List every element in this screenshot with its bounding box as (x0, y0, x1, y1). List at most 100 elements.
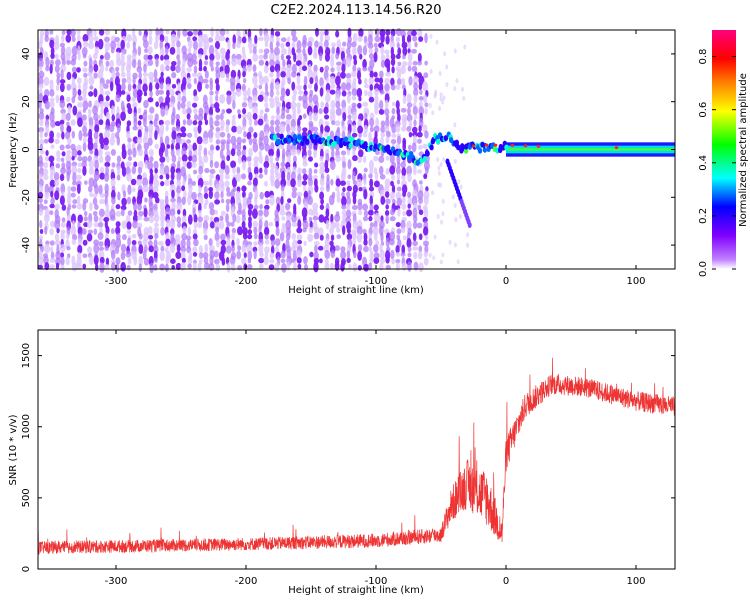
spectrogram-cell (275, 101, 282, 109)
spectrogram-cell (154, 168, 158, 174)
spectrogram-cell (367, 42, 374, 49)
spectrogram-cell (424, 60, 428, 66)
spectrogram-cell (258, 154, 263, 164)
spectrogram-cell (324, 249, 331, 260)
spectrogram-cell (192, 102, 198, 108)
spectrogram-cell (401, 175, 406, 181)
spectrogram-cell (126, 173, 132, 182)
spectrogram-cell (66, 226, 71, 237)
spectrogram-cell (59, 119, 65, 125)
spectrogram-cell (81, 46, 88, 57)
spectrogram-cell (221, 53, 225, 61)
spectrogram-cell (148, 215, 155, 224)
spectrogram-cell (226, 221, 232, 227)
spectrogram-cell (171, 83, 177, 89)
spectrogram-cell (71, 161, 78, 167)
spectrogram-cell (170, 143, 175, 151)
spectrogram-cell (459, 184, 463, 190)
spectrogram-cell (424, 32, 428, 44)
spectrogram-cell (258, 173, 264, 179)
spectrogram-cell (252, 208, 258, 219)
spectrogram-cell (423, 226, 429, 236)
spectrogram-cell (43, 76, 50, 87)
signal-cell (363, 141, 368, 148)
spectrogram-cell (417, 52, 422, 63)
spectrogram-cell (136, 222, 143, 229)
spectrogram-cell (279, 204, 285, 212)
spectrogram-cell (429, 69, 433, 75)
spectrogram-cell (325, 208, 330, 218)
spectrogram-cell (241, 83, 246, 92)
spectrogram-cell (98, 147, 103, 157)
spectrogram-cell (60, 157, 65, 163)
spectrogram-cell (147, 54, 153, 60)
spectrogram-cell (87, 185, 93, 193)
spectrogram-cell (210, 125, 214, 131)
spectrogram-cell (236, 209, 243, 215)
spectrogram-cell (400, 107, 407, 113)
spectrogram-cell (331, 42, 336, 48)
spectrogram-cell (165, 256, 170, 265)
spectrogram-cell (319, 204, 325, 210)
spectrogram-cell (269, 82, 274, 92)
spectrogram-cell (45, 56, 50, 68)
spectrogram-cell (193, 40, 198, 51)
spectrogram-cell (396, 197, 403, 207)
spectrogram-cell (87, 71, 93, 77)
signal-cell (373, 143, 378, 150)
spectrogram-cell (384, 83, 390, 92)
spectrogram-cell (186, 82, 192, 90)
spectrogram-cell (127, 83, 132, 92)
spectrogram-cell (297, 90, 304, 95)
spectrogram-cell (37, 184, 44, 194)
x-tick-label: 100 (626, 576, 645, 587)
spectrogram-cell (402, 210, 407, 217)
spectrogram-cell (287, 77, 292, 85)
spectrogram-cell (407, 65, 412, 72)
spectrogram-cell (120, 90, 126, 95)
spectrogram-cell (413, 82, 418, 91)
colorbar-ticks: 0.00.20.40.60.8 (698, 49, 736, 277)
spectrogram-cell (242, 78, 247, 84)
spectrogram-cell (225, 203, 230, 213)
spectrogram-cell (253, 119, 258, 126)
spectrogram-cell (235, 172, 241, 182)
spectrogram-cell (433, 234, 437, 240)
spectrogram-cell (391, 66, 395, 74)
spectrogram-cell (153, 257, 158, 263)
spectrogram-cell (270, 239, 276, 247)
spectrogram-cell (186, 113, 191, 120)
spectrogram-cell (208, 202, 215, 211)
spectrogram-cell (99, 262, 105, 273)
spectrogram-cell (424, 244, 429, 254)
spectrogram-cell (56, 132, 61, 139)
spectrogram-cell (254, 34, 258, 45)
spectrogram-cell (391, 107, 396, 115)
y-tick-label: 40 (21, 48, 32, 61)
spectrogram-cell (418, 197, 423, 204)
spectrogram-cell (43, 199, 48, 205)
spectrogram-cell (247, 264, 253, 270)
spectrogram-cell (241, 244, 247, 253)
spectrogram-cell (249, 48, 253, 54)
spectrogram-cell (335, 93, 341, 104)
spectrogram-cell (127, 210, 133, 216)
spectrogram-cell (77, 83, 82, 90)
spectrogram-cell (241, 154, 247, 164)
spectrogram-cell (335, 107, 342, 116)
spectrogram-cell (230, 69, 237, 79)
spectrogram-cell (76, 202, 82, 210)
spectrogram-cell (93, 243, 100, 254)
spectrogram-cell (380, 33, 385, 44)
spectrogram-cell (225, 51, 230, 61)
snr-x-label: Height of straight line (km) (288, 585, 424, 596)
spectrogram-cell (89, 192, 94, 198)
spectrogram-cell (270, 115, 275, 120)
spectrogram-cell (357, 125, 364, 134)
spectrogram-cell (71, 147, 78, 159)
spectrogram-cell (439, 92, 443, 98)
spectrogram-cell (258, 59, 265, 66)
spectrogram-cell (390, 138, 397, 145)
spectrogram-cell (414, 114, 418, 120)
spectrogram-cell (158, 119, 164, 126)
